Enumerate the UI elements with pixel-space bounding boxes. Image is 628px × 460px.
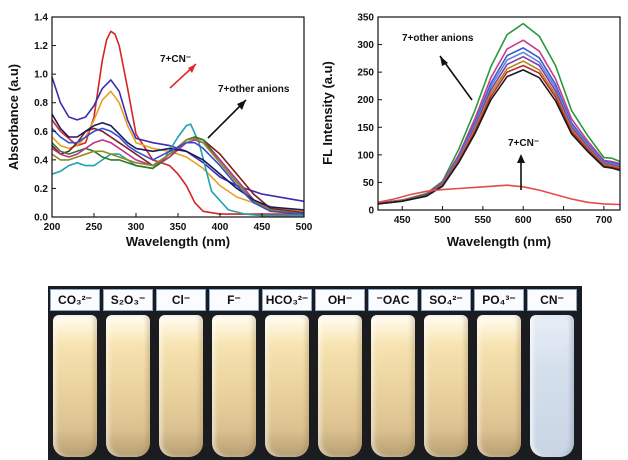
fl-x-tick-label: 500 [434, 215, 451, 226]
abs-series-line-5 [51, 127, 305, 214]
abs-x-tick-label: 400 [212, 222, 229, 233]
abs-series-line-6 [51, 136, 305, 215]
vial-7 [371, 315, 415, 457]
fluorescence-other-annotation: 7+other anions [402, 33, 474, 44]
fl-y-tick-label: 200 [357, 95, 374, 106]
abs-x-tick-label: 250 [86, 222, 103, 233]
fl-series-line-1 [377, 22, 621, 205]
fl-series-line-2 [377, 39, 621, 205]
abs-x-tick-label: 200 [44, 222, 61, 233]
fl-x-tick-label: 550 [475, 215, 492, 226]
abs-series-line-4 [51, 123, 304, 217]
vial-label-2: S₂O₃⁻ [103, 289, 153, 311]
absorbance-cn-arrowhead [188, 64, 196, 73]
fluorescence-cn-arrowhead [517, 154, 525, 163]
abs-series-line-8 [51, 137, 305, 215]
abs-y-tick-label: 0.2 [34, 184, 48, 195]
vial-label-1: CO₃²⁻ [50, 289, 100, 311]
vial-label-6: OH⁻ [315, 289, 365, 311]
absorbance-y-axis-title: Absorbance (a.u) [6, 64, 21, 170]
vial-9 [477, 315, 521, 457]
fl-y-tick-label: 250 [357, 68, 374, 79]
abs-series-line-7 [51, 139, 305, 215]
fl-series-line-4 [377, 51, 621, 205]
vial-label-4: F⁻ [209, 289, 259, 311]
fl-series-line-9 [377, 184, 621, 206]
abs-y-tick-label: 0.6 [34, 127, 48, 138]
vial-3 [159, 315, 203, 457]
vial-2 [106, 315, 150, 457]
absorbance-x-axis-title: Wavelength (nm) [126, 234, 230, 249]
vial-5 [265, 315, 309, 457]
fl-y-tick-label: 50 [363, 178, 375, 189]
abs-x-tick-label: 300 [128, 222, 145, 233]
abs-y-tick-label: 0.8 [34, 98, 48, 109]
vial-6 [318, 315, 362, 457]
abs-y-tick-label: 0.4 [34, 155, 48, 166]
abs-series-line-1 [51, 30, 304, 215]
abs-y-tick-label: 1.0 [34, 70, 48, 81]
vial-4 [212, 315, 256, 457]
abs-x-tick-label: 500 [296, 222, 313, 233]
abs-y-tick-label: 1.2 [34, 41, 48, 52]
vial-label-8: SO₄²⁻ [421, 289, 471, 311]
absorbance-other-arrowhead [237, 100, 246, 110]
fluorescence-cn-annotation: 7+CN⁻ [508, 138, 539, 149]
abs-x-tick-label: 350 [170, 222, 187, 233]
fluorescence-chart: 450 500 550 600 650 700050100150200250300350 … [320, 13, 621, 249]
fl-y-tick-label: 150 [357, 123, 374, 134]
absorbance-plot-frame [51, 16, 305, 218]
fl-x-tick-label: 650 [555, 215, 572, 226]
vial-label-3: Cl⁻ [156, 289, 206, 311]
fl-y-tick-label: 100 [357, 150, 374, 161]
absorbance-cn-annotation: 7+CN⁻ [160, 54, 191, 65]
vial-8 [424, 315, 468, 457]
abs-x-tick-label: 450 [254, 222, 271, 233]
absorbance-chart: 200 250 300 350 400 450 500 0.0 0.2 0.4 0.6 0.8 1.0 1… [6, 13, 313, 250]
fluorescence-plot-frame [377, 16, 621, 211]
abs-series-line-3 [51, 90, 305, 213]
fl-x-tick-label: 600 [515, 215, 532, 226]
vial-1 [53, 315, 97, 457]
fl-y-tick-label: 350 [357, 13, 374, 24]
vial-label-7: ⁻OAC [368, 289, 418, 311]
fl-x-tick-label: 450 [394, 215, 411, 226]
abs-series-line-2 [51, 76, 305, 203]
fluorescence-other-arrowhead [440, 56, 448, 66]
abs-y-tick-label: 1.4 [34, 13, 48, 24]
vial-label-9: PO₄³⁻ [474, 289, 524, 311]
abs-series-line-9 [51, 113, 305, 211]
vial-10 [530, 315, 574, 457]
abs-y-tick-label: 0.0 [34, 213, 48, 224]
fl-series-line-3 [377, 47, 621, 205]
vial-label-5: HCO₃²⁻ [262, 289, 312, 311]
fl-series-line-6 [377, 60, 621, 205]
fl-y-tick-label: 300 [357, 40, 374, 51]
fl-x-tick-label: 700 [596, 215, 613, 226]
vial-label-10: CN⁻ [527, 289, 577, 311]
absorbance-other-annotation: 7+other anions [218, 84, 290, 95]
fluorescence-x-axis-title: Wavelength (nm) [447, 234, 551, 249]
fluorescence-y-axis-title: FL Intensity (a.u) [320, 61, 335, 165]
abs-series-line-10 [51, 127, 305, 215]
fl-y-tick-label: 0 [368, 206, 374, 217]
